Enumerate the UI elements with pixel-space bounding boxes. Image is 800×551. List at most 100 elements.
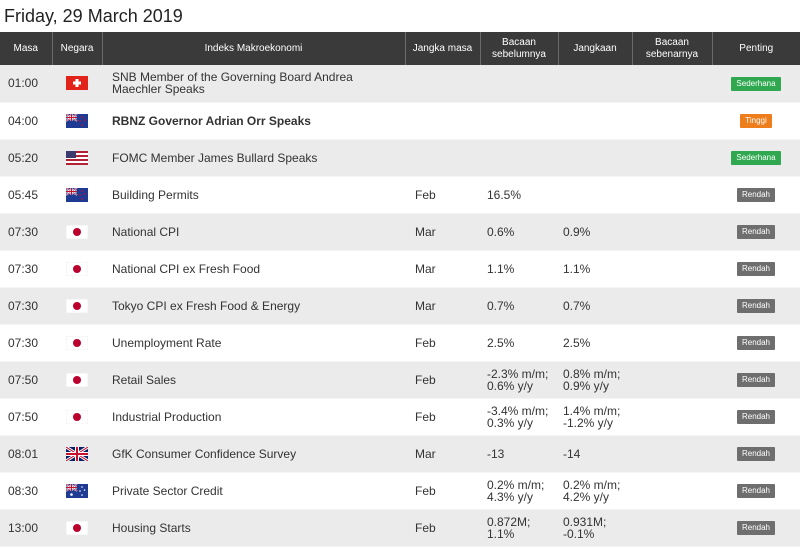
table-row[interactable]: 07:30 National CPI Mar 0.6% 0.9% Rendah bbox=[0, 213, 800, 251]
period-cell: Feb bbox=[405, 398, 480, 436]
period-cell bbox=[405, 102, 480, 140]
table-row[interactable]: 07:30 Tokyo CPI ex Fresh Food & Energy Mar… bbox=[0, 287, 800, 325]
event-cell[interactable]: Retail Sales bbox=[102, 361, 405, 399]
event-cell[interactable]: SNB Member of the Governing Board Andrea… bbox=[102, 65, 405, 103]
table-row[interactable]: 08:01 GfK Consumer Confidence Survey Mar -1… bbox=[0, 435, 800, 473]
event-cell[interactable]: Building Permits bbox=[102, 176, 405, 214]
importance-badge[interactable]: Rendah bbox=[736, 225, 776, 239]
importance-badge[interactable]: Rendah bbox=[736, 410, 776, 424]
actual-cell bbox=[632, 102, 712, 140]
event-cell[interactable]: Unemployment Rate bbox=[102, 324, 405, 362]
actual-cell bbox=[632, 472, 712, 510]
table-header-row: Masa Negara Indeks Makroekonomi Jangka m… bbox=[0, 32, 800, 65]
importance-badge[interactable]: Sederhana bbox=[731, 76, 781, 91]
header-period[interactable]: Jangka masa bbox=[404, 32, 480, 65]
event-cell[interactable]: RBNZ Governor Adrian Orr Speaks bbox=[102, 102, 405, 140]
previous-cell: -13 bbox=[480, 435, 558, 473]
previous-cell bbox=[480, 65, 558, 103]
page-title: Friday, 29 March 2019 bbox=[4, 6, 183, 26]
previous-cell: 2.5% bbox=[480, 324, 558, 362]
importance-badge[interactable]: Rendah bbox=[736, 299, 776, 313]
previous-cell bbox=[480, 139, 558, 177]
time-cell: 13:00 bbox=[0, 509, 52, 547]
time-cell: 01:00 bbox=[0, 65, 52, 103]
event-cell[interactable]: Industrial Production bbox=[102, 398, 405, 436]
table-row[interactable]: 01:00 SNB Member of the Governing Board A… bbox=[0, 65, 800, 103]
forecast-cell bbox=[558, 176, 632, 214]
au-flag-icon bbox=[66, 483, 88, 498]
period-cell: Mar bbox=[405, 213, 480, 251]
event-cell[interactable]: FOMC Member James Bullard Speaks bbox=[102, 139, 405, 177]
jp-flag-icon bbox=[66, 335, 88, 350]
importance-badge[interactable]: Rendah bbox=[736, 484, 776, 498]
forecast-cell bbox=[558, 65, 632, 103]
header-previous[interactable]: Bacaan sebelumnya bbox=[479, 32, 558, 65]
period-cell bbox=[405, 65, 480, 103]
table-row[interactable]: 05:20 FOMC Member James Bullard Speaks Sed… bbox=[0, 139, 800, 177]
event-cell[interactable]: GfK Consumer Confidence Survey bbox=[102, 435, 405, 473]
country-cell bbox=[52, 435, 102, 473]
period-cell bbox=[405, 139, 480, 177]
time-cell: 07:30 bbox=[0, 324, 52, 362]
country-cell bbox=[52, 472, 102, 510]
time-cell: 05:45 bbox=[0, 176, 52, 214]
table-row[interactable]: 08:30 Private Sector Credit Feb 0.2% m/m; 4… bbox=[0, 472, 800, 510]
importance-cell: Rendah bbox=[712, 176, 800, 214]
time-cell: 08:01 bbox=[0, 435, 52, 473]
period-cell: Mar bbox=[405, 435, 480, 473]
importance-badge[interactable]: Sederhana bbox=[731, 151, 781, 165]
header-event[interactable]: Indeks Makroekonomi bbox=[101, 32, 405, 65]
importance-cell: Rendah bbox=[712, 324, 800, 362]
time-cell: 07:30 bbox=[0, 287, 52, 325]
actual-cell bbox=[632, 361, 712, 399]
header-forecast[interactable]: Jangkaan bbox=[557, 32, 632, 65]
time-cell: 05:20 bbox=[0, 139, 52, 177]
importance-badge[interactable]: Rendah bbox=[736, 373, 776, 387]
importance-badge[interactable]: Rendah bbox=[736, 521, 776, 535]
importance-badge[interactable]: Rendah bbox=[736, 188, 776, 202]
period-cell: Feb bbox=[405, 176, 480, 214]
country-cell bbox=[52, 509, 102, 547]
previous-cell: 0.872M; 1.1% bbox=[480, 509, 558, 547]
table-row[interactable]: 04:00 RBNZ Governor Adrian Orr Speaks Ting… bbox=[0, 102, 800, 140]
header-country[interactable]: Negara bbox=[51, 32, 102, 65]
actual-cell bbox=[632, 213, 712, 251]
event-cell[interactable]: National CPI ex Fresh Food bbox=[102, 250, 405, 288]
table-row[interactable]: 07:30 Unemployment Rate Feb 2.5% 2.5% Rendah bbox=[0, 324, 800, 362]
economic-calendar-table: Masa Negara Indeks Makroekonomi Jangka m… bbox=[0, 32, 800, 547]
previous-cell: -3.4% m/m; 0.3% y/y bbox=[480, 398, 558, 436]
jp-flag-icon bbox=[66, 298, 88, 313]
importance-badge[interactable]: Tinggi bbox=[740, 114, 772, 128]
forecast-cell: 2.5% bbox=[558, 324, 632, 362]
event-cell[interactable]: Tokyo CPI ex Fresh Food & Energy bbox=[102, 287, 405, 325]
period-cell: Mar bbox=[405, 250, 480, 288]
period-cell: Feb bbox=[405, 509, 480, 547]
importance-badge[interactable]: Rendah bbox=[736, 336, 776, 350]
forecast-cell bbox=[558, 102, 632, 140]
previous-cell bbox=[480, 102, 558, 140]
jp-flag-icon bbox=[66, 372, 88, 387]
actual-cell bbox=[632, 509, 712, 547]
jp-flag-icon bbox=[66, 261, 88, 276]
event-cell[interactable]: National CPI bbox=[102, 213, 405, 251]
table-row[interactable]: 07:50 Retail Sales Feb -2.3% m/m; 0.6% y/y 0… bbox=[0, 361, 800, 399]
time-cell: 07:50 bbox=[0, 398, 52, 436]
country-cell bbox=[52, 361, 102, 399]
table-row[interactable]: 13:00 Housing Starts Feb 0.872M; 1.1% 0.931M… bbox=[0, 509, 800, 547]
event-cell[interactable]: Private Sector Credit bbox=[102, 472, 405, 510]
actual-cell bbox=[632, 287, 712, 325]
importance-cell: Rendah bbox=[712, 361, 800, 399]
table-row[interactable]: 07:30 National CPI ex Fresh Food Mar 1.1% 1.… bbox=[0, 250, 800, 288]
header-time[interactable]: Masa bbox=[13, 42, 38, 54]
table-row[interactable]: 05:45 Building Permits Feb 16.5% Rendah bbox=[0, 176, 800, 214]
importance-badge[interactable]: Rendah bbox=[736, 447, 776, 461]
previous-cell: 0.2% m/m; 4.3% y/y bbox=[480, 472, 558, 510]
table-row[interactable]: 07:50 Industrial Production Feb -3.4% m/m; … bbox=[0, 398, 800, 436]
header-importance[interactable]: Penting bbox=[711, 32, 800, 65]
previous-cell: 16.5% bbox=[480, 176, 558, 214]
importance-cell: Rendah bbox=[712, 398, 800, 436]
actual-cell bbox=[632, 435, 712, 473]
importance-badge[interactable]: Rendah bbox=[736, 262, 776, 276]
event-cell[interactable]: Housing Starts bbox=[102, 509, 405, 547]
header-actual[interactable]: Bacaan sebenarnya bbox=[631, 32, 712, 65]
